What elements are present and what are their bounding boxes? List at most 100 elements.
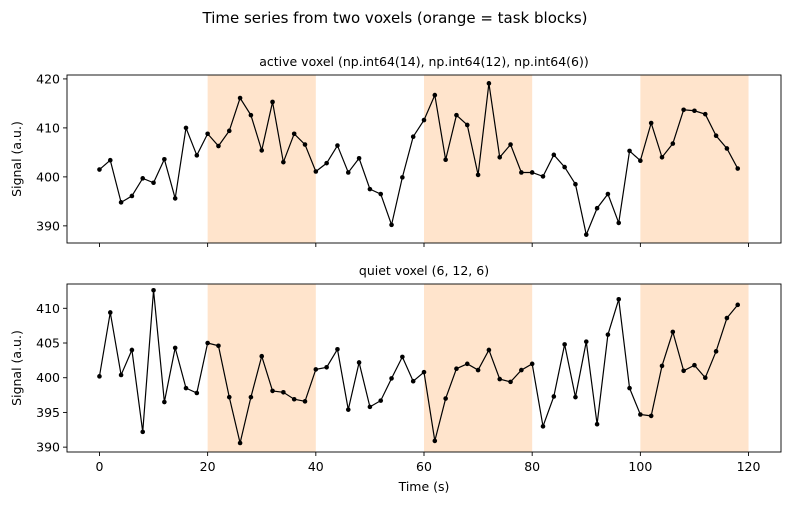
- data-point: [735, 166, 741, 171]
- data-point: [270, 388, 275, 394]
- data-point: [486, 81, 492, 86]
- data-point: [551, 394, 557, 399]
- data-point: [432, 92, 438, 98]
- data-point: [702, 375, 708, 381]
- x-tick-label: 120: [737, 459, 761, 474]
- data-point: [681, 368, 686, 374]
- data-point: [605, 191, 611, 197]
- data-point: [335, 143, 340, 148]
- data-point: [724, 146, 730, 151]
- data-point: [226, 394, 232, 400]
- data-point: [497, 376, 503, 382]
- data-point: [129, 347, 135, 353]
- data-point: [400, 354, 405, 360]
- data-point: [594, 421, 600, 427]
- data-point: [172, 196, 178, 201]
- y-tick-label: 395: [36, 405, 60, 420]
- data-point: [670, 141, 676, 146]
- data-point: [183, 125, 189, 131]
- data-point: [443, 396, 448, 401]
- data-point: [313, 367, 319, 372]
- data-point: [475, 367, 481, 373]
- task-block-1: [207, 284, 316, 452]
- data-point: [573, 181, 578, 187]
- data-point: [562, 342, 567, 347]
- data-point: [97, 167, 102, 172]
- data-point: [583, 232, 589, 237]
- data-point: [367, 186, 373, 192]
- y-tick-label: 400: [36, 169, 60, 184]
- y-tick-label: 390: [36, 440, 60, 455]
- y-axis-label: Signal (a.u.): [9, 330, 24, 406]
- task-block-1: [207, 75, 316, 243]
- figure-title: Time series from two voxels (orange = ta…: [202, 9, 588, 27]
- data-point: [519, 170, 524, 175]
- data-point: [508, 142, 513, 147]
- data-point: [313, 169, 319, 174]
- data-point: [118, 200, 124, 205]
- data-point: [172, 345, 178, 351]
- data-point: [226, 128, 232, 134]
- data-point: [107, 157, 113, 163]
- data-point: [432, 438, 438, 444]
- x-tick-label: 80: [524, 459, 540, 474]
- data-point: [421, 117, 427, 123]
- data-point: [259, 148, 265, 153]
- data-point: [237, 440, 243, 446]
- data-point: [118, 372, 124, 378]
- data-point: [345, 407, 351, 412]
- data-point: [702, 111, 708, 117]
- data-point: [324, 160, 329, 166]
- data-point: [497, 154, 503, 160]
- data-point: [302, 142, 308, 147]
- data-point: [324, 365, 329, 370]
- data-point: [573, 394, 578, 400]
- axes-title: active voxel (np.int64(14), np.int64(12)…: [259, 54, 589, 69]
- data-point: [638, 412, 643, 417]
- data-point: [129, 193, 135, 199]
- data-point: [291, 396, 297, 402]
- data-point: [529, 361, 535, 367]
- data-point: [681, 107, 686, 113]
- x-tick-label: 60: [416, 459, 432, 474]
- data-point: [281, 389, 286, 395]
- data-point: [540, 424, 546, 429]
- data-point: [605, 332, 611, 337]
- task-block-3: [640, 284, 749, 452]
- data-point: [400, 175, 405, 180]
- data-point: [735, 302, 741, 308]
- data-point: [270, 99, 275, 105]
- panel-2: 390 395 400 405 410 0 20 40 60 80 100 120 quiet voxe…: [9, 263, 782, 494]
- data-point: [464, 361, 470, 367]
- data-point: [486, 347, 492, 353]
- data-point: [367, 404, 373, 410]
- data-point: [162, 399, 167, 405]
- data-point: [616, 220, 622, 226]
- data-point: [659, 154, 665, 160]
- data-point: [594, 205, 600, 211]
- data-point: [151, 180, 156, 186]
- data-point: [183, 385, 189, 391]
- x-tick-label: 20: [200, 459, 216, 474]
- data-point: [237, 95, 243, 101]
- data-point: [648, 413, 654, 419]
- data-point: [724, 315, 730, 321]
- data-point: [194, 153, 200, 158]
- data-point: [302, 399, 308, 404]
- y-tick-label: 420: [36, 71, 60, 86]
- data-point: [216, 143, 221, 149]
- data-point: [551, 152, 557, 158]
- data-point: [378, 398, 384, 403]
- y-tick-label: 405: [36, 336, 60, 351]
- data-point: [583, 339, 589, 344]
- data-point: [389, 376, 394, 381]
- data-point: [378, 191, 384, 197]
- data-point: [410, 134, 416, 140]
- data-point: [335, 346, 340, 352]
- data-point: [194, 390, 200, 396]
- panel-1: 390 400 410 420 active voxel (np.int64(14), …: [9, 54, 782, 247]
- x-axis-label: Time (s): [398, 479, 450, 494]
- data-point: [356, 155, 362, 161]
